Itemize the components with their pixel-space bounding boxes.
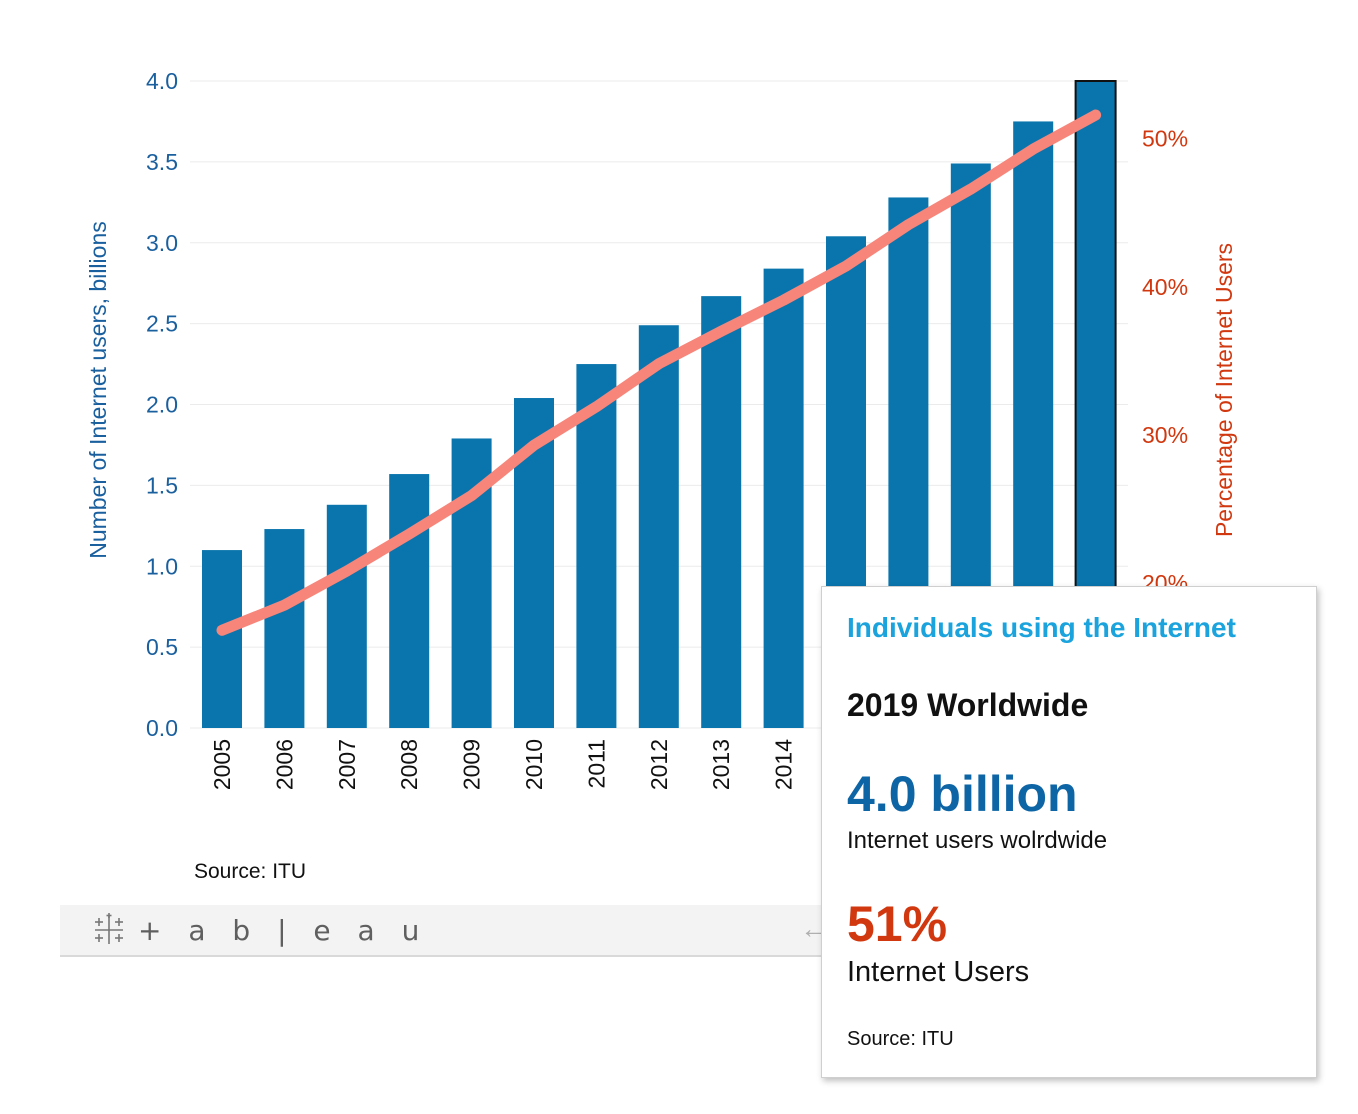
tooltip-source: Source: ITU — [847, 1028, 954, 1050]
x-tick-label: 2014 — [771, 739, 797, 790]
line-point — [845, 265, 847, 268]
line-point — [470, 494, 473, 497]
bar — [264, 529, 305, 728]
chart-source: Source: ITU — [194, 860, 307, 883]
tooltip-percent-value: 51% — [847, 896, 948, 952]
line-point — [657, 362, 660, 365]
bar — [202, 550, 242, 728]
line-point — [782, 299, 785, 302]
y-left-tick-label: 3.5 — [146, 149, 178, 175]
x-tick-label: 2008 — [396, 739, 422, 790]
tooltip-users-label: Internet users wolrdwide — [847, 827, 1108, 854]
line-point — [969, 188, 972, 191]
line-point — [408, 533, 411, 536]
y-left-axis-title: Number of Internet users, billions — [85, 221, 111, 559]
x-tick-label: 2005 — [209, 739, 235, 790]
tooltip-subtitle: 2019 Worldwide — [847, 687, 1089, 723]
bar — [326, 504, 367, 728]
tooltip-users-value: 4.0 billion — [847, 766, 1078, 822]
x-tick-label: 2012 — [646, 739, 672, 790]
line-point — [533, 444, 535, 447]
line-point — [1032, 148, 1035, 151]
line-point — [720, 330, 723, 333]
x-tick-label: 2007 — [334, 739, 360, 790]
tableau-logo[interactable]: + a b | e a u — [92, 912, 428, 948]
y-left-tick-label: 2.5 — [146, 311, 178, 337]
y-left-tick-label: 1.5 — [146, 472, 178, 498]
bar — [701, 296, 742, 728]
x-tick-label: 2010 — [521, 739, 547, 790]
x-tick-label: 2009 — [459, 739, 485, 790]
y-left-tick-label: 0.5 — [146, 634, 178, 660]
tooltip-title: Individuals using the Internet — [847, 612, 1236, 643]
line-point — [221, 629, 223, 632]
x-tick-label: 2011 — [583, 739, 609, 788]
y-left-tick-label: 4.0 — [146, 68, 178, 94]
bar — [389, 474, 430, 728]
line-point — [345, 570, 348, 573]
tableau-footer-bar: + a b | e a u ← — [60, 905, 830, 957]
tableau-wordmark: + a b | e a u — [138, 913, 429, 947]
line-point — [907, 223, 910, 226]
x-tick-label: 2006 — [271, 739, 297, 790]
y-right-axis-title: Percentage of Internet Users — [1211, 243, 1237, 537]
y-right-tick-label: 30% — [1142, 422, 1188, 448]
tooltip-card: Individuals using the Internet 2019 Worl… — [821, 586, 1317, 1078]
line-point — [283, 604, 286, 607]
y-right-tick-label: 50% — [1142, 126, 1188, 152]
y-left-tick-label: 1.0 — [146, 553, 178, 579]
y-left-tick-label: 2.0 — [146, 392, 178, 418]
line-point — [595, 405, 598, 408]
y-right-tick-label: 40% — [1142, 274, 1188, 300]
y-left-tick-label: 3.0 — [146, 230, 178, 256]
tooltip-percent-label: Internet Users — [847, 956, 1030, 988]
bar — [576, 364, 617, 728]
line-point — [1094, 114, 1097, 117]
bar — [638, 325, 679, 728]
y-left-tick-label: 0.0 — [146, 715, 178, 741]
x-tick-label: 2013 — [708, 739, 734, 790]
bar — [763, 268, 804, 728]
tableau-cross-icon — [95, 913, 123, 944]
